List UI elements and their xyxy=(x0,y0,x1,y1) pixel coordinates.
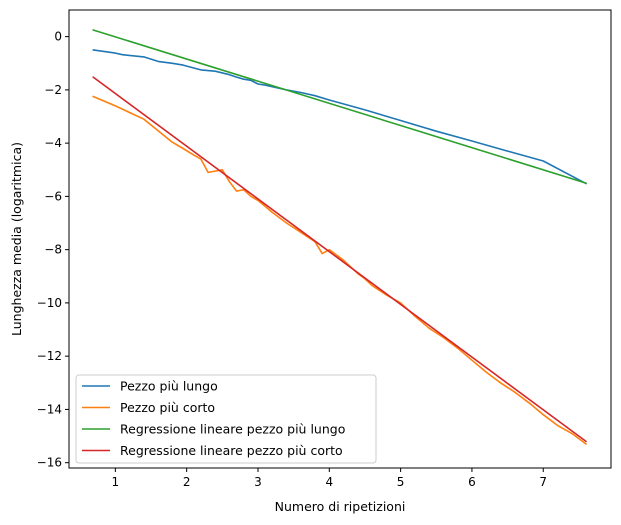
y-axis-ticks: 0 −2 −4 −6 −8 −10 −12 −14 −16 xyxy=(37,30,69,470)
y-tick-label: −6 xyxy=(44,189,62,203)
x-axis-label: Numero di ripetizioni xyxy=(275,499,406,514)
x-tick-label: 5 xyxy=(397,475,405,489)
legend-label-2: Pezzo più corto xyxy=(120,400,215,415)
x-tick-label: 6 xyxy=(468,475,476,489)
x-tick-label: 1 xyxy=(112,475,120,489)
legend-label-4: Regressione lineare pezzo più corto xyxy=(120,443,343,458)
series-line-3 xyxy=(92,29,587,184)
y-tick-label: −10 xyxy=(37,296,62,310)
x-axis-ticks: 1 2 3 4 5 6 7 xyxy=(112,468,547,489)
plot-area xyxy=(92,29,587,445)
series-line-2 xyxy=(92,95,587,445)
x-tick-label: 7 xyxy=(539,475,547,489)
y-tick-label: −4 xyxy=(44,136,62,150)
series-line-1 xyxy=(92,49,587,185)
x-tick-label: 2 xyxy=(183,475,191,489)
y-tick-label: −14 xyxy=(37,402,62,416)
legend-label-1: Pezzo più lungo xyxy=(120,379,218,394)
x-tick-label: 3 xyxy=(254,475,262,489)
y-axis-label: Lunghezza media (logaritmica) xyxy=(9,142,24,336)
legend-frame xyxy=(75,374,377,464)
legend-label-3: Regressione lineare pezzo più lungo xyxy=(120,422,345,437)
legend: Pezzo più lungo Pezzo più corto Regression… xyxy=(75,374,377,464)
y-tick-label: −12 xyxy=(37,349,62,363)
y-tick-label: 0 xyxy=(54,30,62,44)
y-tick-label: −16 xyxy=(37,456,62,470)
axes-frame xyxy=(68,9,612,469)
y-tick-label: −8 xyxy=(44,243,62,257)
series-line-4 xyxy=(92,76,587,443)
y-tick-label: −2 xyxy=(44,83,62,97)
x-tick-label: 4 xyxy=(325,475,333,489)
